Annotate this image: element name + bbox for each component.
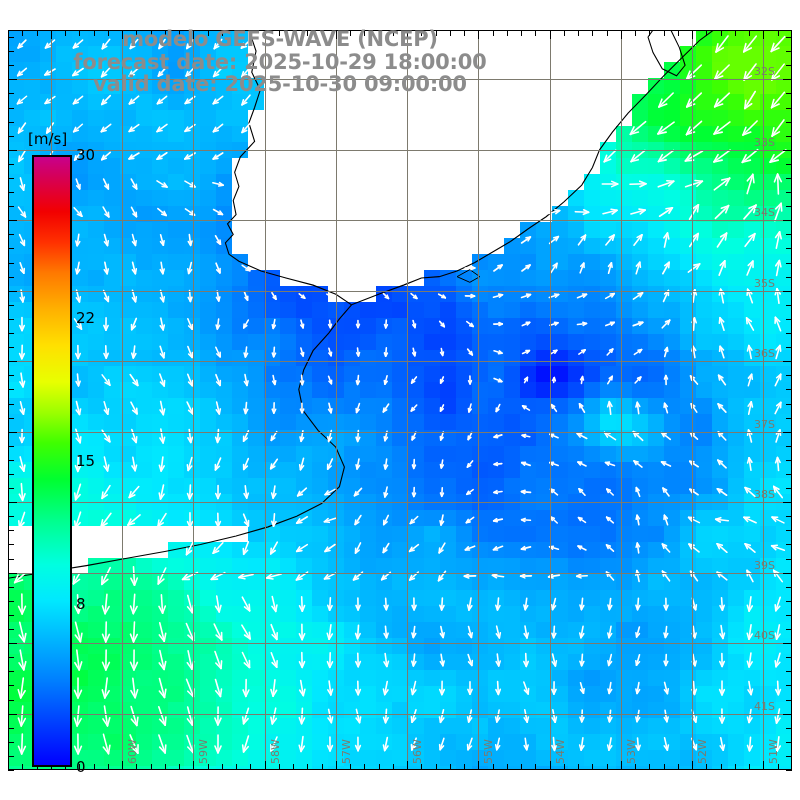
longitude-label: 53W	[625, 739, 638, 764]
graticule-meridian	[621, 30, 622, 770]
colorbar[interactable]	[32, 155, 72, 767]
latitude-label: 33S	[754, 136, 775, 149]
latitude-label: 39S	[754, 559, 775, 572]
graticule-meridian	[692, 30, 693, 770]
latitude-label: 38S	[754, 488, 775, 501]
latitude-label: 34S	[754, 206, 775, 219]
latitude-label: 40S	[754, 629, 775, 642]
page-title: modelo GEFS-WAVE (NCEP) forecast date: 2…	[0, 28, 560, 96]
longitude-label: 57W	[340, 739, 353, 764]
graticule-parallel	[8, 714, 792, 715]
map-plot-area[interactable]: 61W60W59W58W57W56W55W54W53W52W51W 32S33S…	[8, 30, 792, 770]
tick-right	[786, 770, 792, 771]
wind-speed-raster	[8, 30, 792, 770]
colorbar-tick-15: 15	[76, 452, 96, 470]
colorbar-gradient	[32, 155, 72, 767]
longitude-label: 59W	[197, 739, 210, 764]
latitude-label: 36S	[754, 347, 775, 360]
graticule-parallel	[8, 573, 792, 574]
longitude-label: 56W	[411, 739, 424, 764]
graticule-parallel	[8, 79, 792, 80]
graticule-parallel	[8, 502, 792, 503]
latitude-label: 35S	[754, 277, 775, 290]
latitude-label: 37S	[754, 418, 775, 431]
colorbar-tick-30: 30	[76, 146, 96, 164]
graticule-meridian	[478, 30, 479, 770]
graticule-parallel	[8, 291, 792, 292]
title-forecast-date: forecast date: 2025-10-29 18:00:00	[73, 49, 487, 74]
graticule-parallel	[8, 432, 792, 433]
colorbar-tick-0: 0	[76, 758, 86, 776]
latitude-label: 32S	[754, 65, 775, 78]
wind-speed-cells	[8, 30, 792, 770]
graticule-parallel	[8, 150, 792, 151]
longitude-label: 58W	[269, 739, 282, 764]
title-valid-date: valid date: 2025-10-30 09:00:00	[93, 72, 467, 97]
graticule-meridian	[122, 30, 123, 770]
longitude-label: 51W	[767, 739, 780, 764]
colorbar-unit-label: [m/s]	[28, 130, 68, 148]
graticule-meridian	[336, 30, 337, 770]
longitude-label: 55W	[482, 739, 495, 764]
graticule-meridian	[407, 30, 408, 770]
longitude-label: 52W	[696, 739, 709, 764]
tick-left	[8, 770, 14, 771]
colorbar-tick-8: 8	[76, 594, 86, 613]
graticule-parallel	[8, 361, 792, 362]
graticule-meridian	[763, 30, 764, 770]
graticule-meridian	[265, 30, 266, 770]
longitude-label: 60W	[126, 739, 139, 764]
graticule-meridian	[550, 30, 551, 770]
graticule-meridian	[193, 30, 194, 770]
colorbar-tick-22: 22	[76, 309, 96, 328]
title-model: modelo GEFS-WAVE (NCEP)	[122, 27, 438, 51]
longitude-label: 54W	[554, 739, 567, 764]
graticule-parallel	[8, 220, 792, 221]
graticule-parallel	[8, 643, 792, 644]
latitude-label: 41S	[754, 700, 775, 713]
